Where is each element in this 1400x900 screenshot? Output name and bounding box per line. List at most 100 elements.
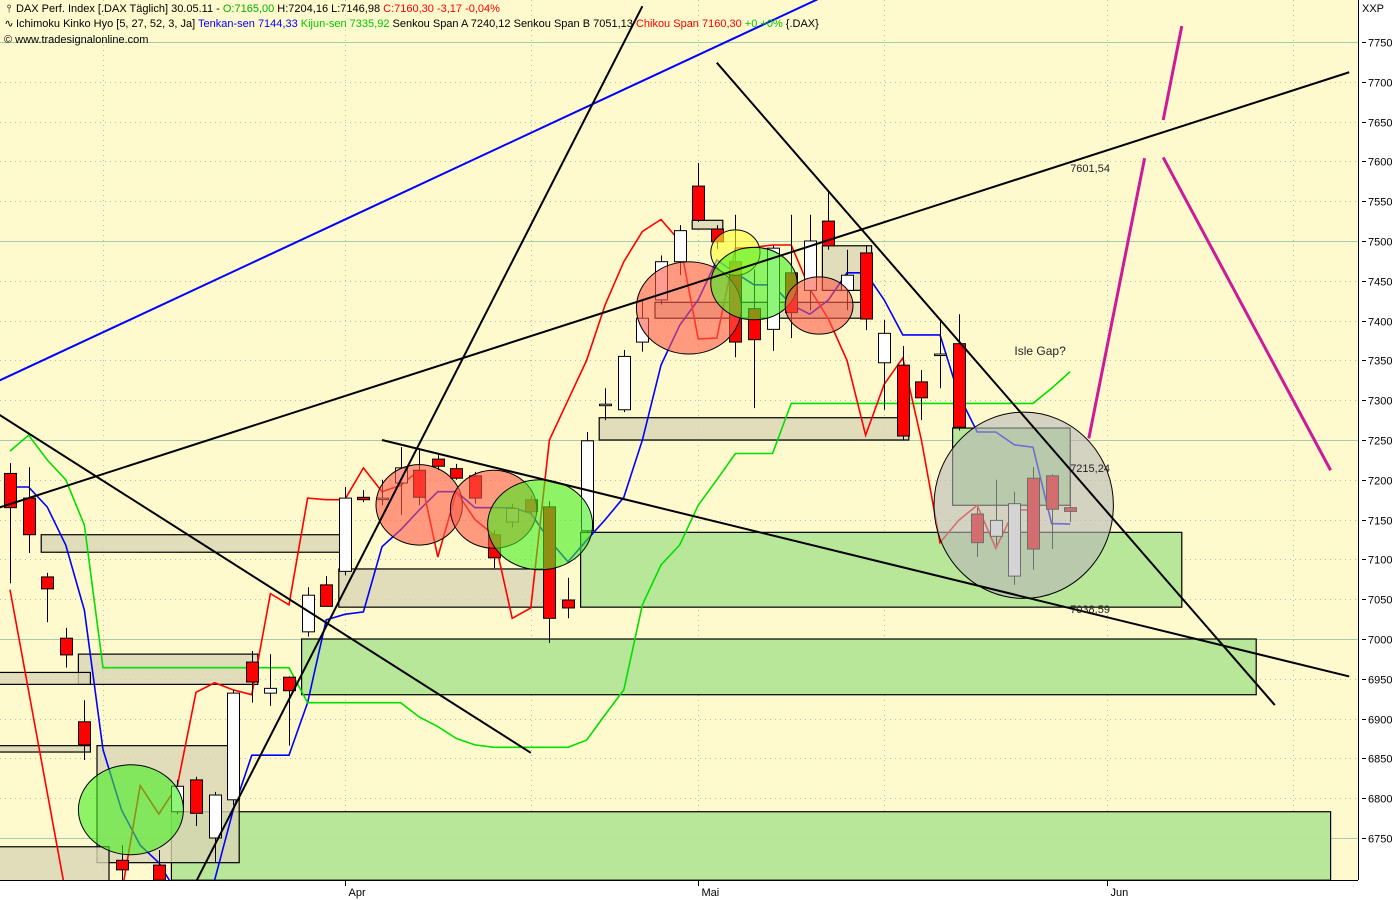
circle-annotation: [487, 479, 594, 571]
chikou-value: Chikou Span 7160,30: [635, 18, 742, 30]
y-tick-label: 7300: [1368, 396, 1392, 408]
xaxis-background: [0, 880, 1358, 900]
symbol-code: {.DAX}: [782, 18, 819, 30]
forecast-line: [1087, 157, 1147, 439]
copyright-line: © www.tradesignalonline.com: [4, 34, 148, 47]
chart-annotation: Isle Gap?: [1014, 344, 1066, 358]
axis-corner-label: XXP: [1362, 3, 1384, 15]
circle-annotation: [784, 276, 854, 335]
y-tick-label: 7150: [1368, 516, 1392, 528]
trendline: [0, 0, 819, 382]
open-value: O:7165,00: [222, 3, 275, 15]
y-tick-label: 7700: [1368, 78, 1392, 90]
y-tick-label: 7250: [1368, 436, 1392, 448]
indicator-wave-icon: ∿: [4, 18, 14, 30]
candle-body: [246, 661, 259, 683]
candle-body: [450, 468, 463, 479]
close-value: C:7160,30 -3,17 -0,04%: [383, 3, 500, 15]
y-tick-label: 7450: [1368, 277, 1392, 289]
y-tick-label: 7400: [1368, 317, 1392, 329]
candle-body: [283, 676, 296, 692]
trendline: [381, 439, 1350, 678]
candle-body: [897, 364, 910, 437]
candle-body: [432, 458, 445, 467]
candle-body: [674, 230, 687, 263]
candle-body: [915, 381, 928, 399]
y-tick-label: 7050: [1368, 595, 1392, 607]
y-axis: 6750 6800 6850 6900 6950 7000 7050 7100 7150 7200…: [1362, 38, 1392, 846]
circle-annotations: [77, 229, 1114, 856]
candle-body: [227, 692, 240, 801]
candle-body: [357, 496, 370, 501]
zone-green: [170, 811, 1332, 880]
tenkan-value: Tenkan-sen 7144,33: [198, 18, 298, 30]
chart-annotation: 7038,59: [1070, 604, 1110, 616]
circle-annotation: [77, 764, 184, 856]
senkou-values: Senkou Span A 7240,12 Senkou Span B 7051…: [389, 18, 636, 30]
forecast-line: [1161, 25, 1184, 121]
candle-body: [60, 637, 73, 656]
x-tick-label: Jun: [1111, 887, 1129, 899]
y-tick-label: 7650: [1368, 118, 1392, 130]
candle-body: [320, 584, 333, 607]
chart-annotation: 7601,54: [1070, 163, 1110, 175]
zone-gray: [338, 568, 556, 608]
zone-gray: [691, 219, 724, 230]
candle-body: [153, 864, 166, 880]
header-line-1: ⫯ DAX Perf. Index [.DAX Täglich] 30.05.11…: [4, 3, 500, 16]
circle-annotation: [933, 411, 1114, 599]
zone-gray: [0, 846, 110, 880]
candle-body: [953, 343, 966, 428]
text-annotations: Isle Gap? 7601,54 7215,24 7038,59: [1014, 163, 1110, 616]
y-tick-label: 7750: [1368, 38, 1392, 50]
candle-body: [4, 472, 17, 509]
zone-gray: [77, 653, 259, 685]
y-tick-label: 6950: [1368, 675, 1392, 687]
y-tick-label: 7200: [1368, 476, 1392, 488]
y-tick-label: 6850: [1368, 754, 1392, 766]
axis-background: [1358, 0, 1400, 900]
x-tick-label: Mai: [702, 887, 720, 899]
y-tick-label: 6750: [1368, 834, 1392, 846]
header-line-2: ∿ Ichimoku Kinko Hyo [5, 27, 52, 3, Ja] T…: [4, 18, 819, 31]
trendline: [0, 414, 532, 754]
copyright-text: © www.tradesignalonline.com: [4, 34, 149, 46]
candle-body: [264, 687, 277, 694]
trendline: [195, 5, 644, 880]
x-axis: Apr Mai Jun: [345, 881, 1129, 899]
candle-body: [209, 794, 222, 839]
candle-body: [860, 252, 873, 320]
x-tick-label: Apr: [349, 887, 366, 899]
candle-body: [562, 599, 575, 609]
trendline: [0, 71, 1350, 509]
indicator-label: Ichimoku Kinko Hyo [5, 27, 52, 3, Ja]: [16, 18, 199, 30]
candle-body: [618, 355, 631, 411]
y-tick-label: 7600: [1368, 157, 1392, 169]
candle-body: [41, 576, 54, 590]
candle-body: [339, 497, 352, 572]
candle-body: [302, 594, 315, 633]
y-tick-label: 6900: [1368, 715, 1392, 727]
candle-body: [599, 403, 612, 407]
candle-body: [934, 353, 947, 357]
candle-body: [78, 721, 91, 746]
symbol-label: DAX Perf. Index [.DAX Täglich] 30.05.11 …: [16, 3, 223, 15]
zone-gray: [0, 745, 91, 753]
trendline: [716, 62, 1276, 706]
line-kijun-sen: [9, 371, 1071, 749]
y-tick-label: 7100: [1368, 555, 1392, 567]
zone-green: [301, 638, 1257, 696]
y-tick-label: 7550: [1368, 197, 1392, 209]
change-value: +0 +0%: [741, 18, 783, 30]
y-tick-label: 7000: [1368, 635, 1392, 647]
y-tick-label: 7500: [1368, 237, 1392, 249]
kijun-value: Kijun-sen 7335,92: [297, 18, 390, 30]
candle-body: [692, 185, 705, 221]
candle-body: [116, 859, 129, 871]
y-tick-label: 6800: [1368, 794, 1392, 806]
candle-body: [23, 497, 36, 536]
y-tick-label: 7350: [1368, 356, 1392, 368]
candle-body: [190, 779, 203, 814]
candlestick-icon: ⫯: [6, 3, 12, 15]
